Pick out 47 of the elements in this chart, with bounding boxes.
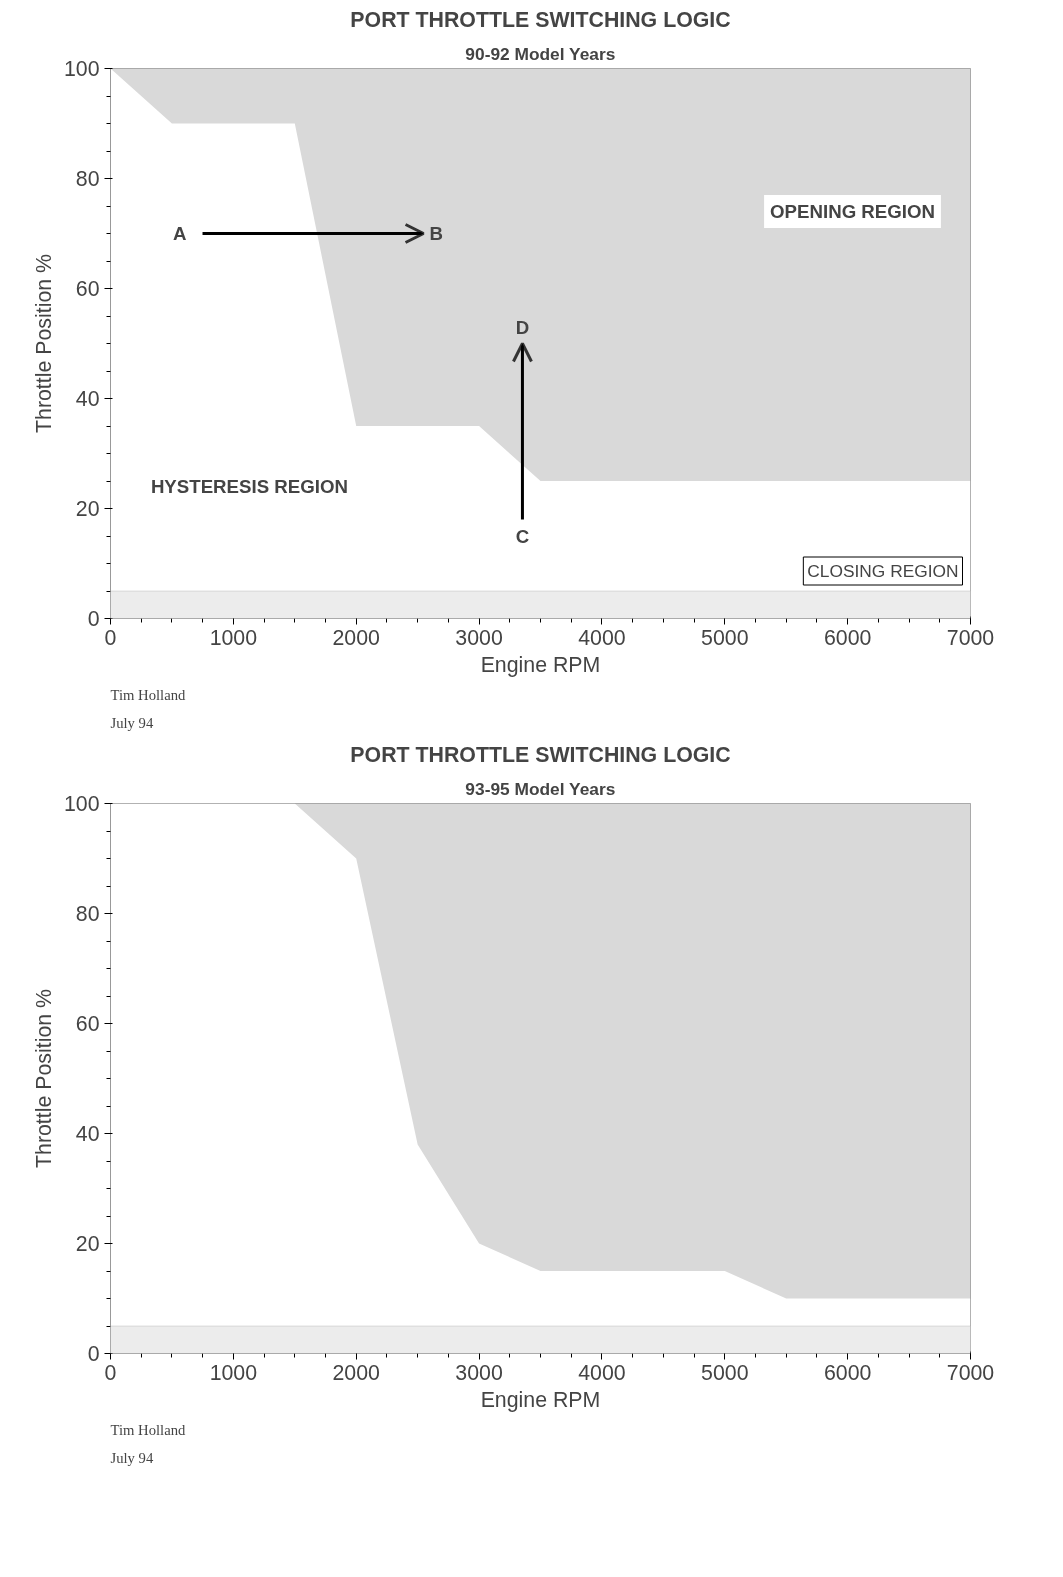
- annotation: C: [515, 525, 530, 547]
- x-tick-label: 5000: [701, 625, 749, 650]
- y-tick-label: 100: [63, 792, 100, 816]
- y-tick-label: 20: [75, 497, 100, 521]
- text: July 94: [110, 714, 154, 731]
- x-tick-label: 2000: [332, 625, 381, 650]
- x-tick-label: 1000: [209, 625, 258, 650]
- y-tick-label: 100: [63, 57, 100, 81]
- annotation: OPENING REGION: [770, 201, 935, 222]
- x-tick-label: 5000: [701, 1360, 749, 1385]
- y-tick-label: 80: [75, 167, 100, 191]
- y-tick-label: 40: [75, 1122, 100, 1146]
- x-axis-title: Engine RPM: [480, 652, 601, 677]
- annotation: HYSTERESIS REGION: [150, 476, 348, 497]
- text: Tim Holland: [110, 686, 186, 703]
- annotation: B: [429, 223, 444, 244]
- chart-subtitle: 93-95 Model Years: [465, 778, 616, 799]
- x-tick-label: 3000: [455, 1360, 503, 1385]
- y-tick-label: 0: [87, 607, 100, 631]
- annotation: A: [173, 223, 187, 244]
- chart-title: PORT THROTTLE SWITCHING LOGIC: [350, 742, 731, 767]
- x-tick-label: 7000: [946, 625, 995, 650]
- band-label: CLOSING REGION: [807, 561, 959, 581]
- y-tick-label: 20: [75, 1232, 100, 1256]
- text: July 94: [110, 1449, 154, 1466]
- y-tick-label: 80: [75, 902, 100, 926]
- text: Tim Holland: [110, 1421, 186, 1438]
- x-tick-label: 3000: [455, 625, 503, 650]
- y-axis-title: Throttle Position %: [31, 988, 56, 1168]
- x-tick-label: 4000: [578, 1360, 626, 1385]
- x-tick-label: 6000: [823, 1360, 872, 1385]
- y-tick-label: 0: [87, 1342, 100, 1366]
- y-axis-title: Throttle Position %: [31, 253, 56, 433]
- x-tick-label: 4000: [578, 625, 626, 650]
- y-tick-label: 60: [75, 277, 100, 301]
- y-tick-label: 60: [75, 1012, 100, 1036]
- chart-subtitle: 90-92 Model Years: [465, 43, 616, 64]
- x-tick-label: 0: [104, 1360, 117, 1385]
- x-tick-label: 7000: [946, 1360, 995, 1385]
- x-tick-label: 2000: [332, 1360, 381, 1385]
- annotation: D: [515, 316, 530, 338]
- chart-title: PORT THROTTLE SWITCHING LOGIC: [350, 7, 731, 32]
- x-tick-label: 1000: [209, 1360, 258, 1385]
- x-tick-label: 6000: [823, 625, 872, 650]
- y-tick-label: 40: [75, 387, 100, 411]
- x-tick-label: 0: [104, 625, 117, 650]
- x-axis-title: Engine RPM: [480, 1387, 601, 1412]
